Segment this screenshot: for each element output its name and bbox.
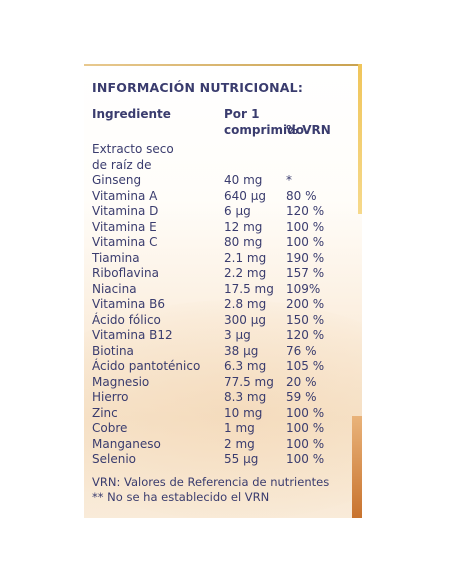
table-row: Selenio 55 µg 100 %	[84, 452, 362, 468]
ingredient-amount: 640 µg	[224, 188, 266, 203]
ingredient-amount: 2.8 mg	[224, 297, 267, 311]
ingredient-vrn: 120 %	[286, 204, 325, 218]
nutrition-label-panel: INFORMACIÓN NUTRICIONAL: Ingrediente Por…	[84, 64, 362, 518]
ingredient-vrn: 100 %	[286, 219, 325, 234]
ingredient-amount: 40 mg	[224, 173, 263, 187]
ingredient-name: Tiamina	[92, 250, 140, 265]
ingredient-amount: 6 µg	[224, 204, 251, 218]
ingredient-amount: 3 µg	[224, 328, 251, 342]
ingredient-amount: 2 mg	[224, 436, 255, 451]
ingredient-name: Niacina	[92, 281, 137, 296]
ingredient-vrn: 190 %	[286, 250, 325, 265]
ingredient-vrn: 59 %	[286, 390, 317, 404]
ingredient-amount: 1 mg	[224, 421, 255, 435]
intro-line: Extracto seco	[92, 142, 174, 156]
ingredient-vrn: 109%	[286, 281, 321, 296]
table-row: Vitamina A 640 µg 80 %	[84, 189, 362, 205]
ingredient-amount: 55 µg	[224, 452, 259, 466]
ingredient-vrn: 20 %	[286, 374, 317, 389]
decorative-edge-top	[358, 64, 362, 214]
ingredient-amount: 80 mg	[224, 235, 263, 249]
table-row: Cobre 1 mg 100 %	[84, 421, 362, 437]
ingredient-amount: 8.3 mg	[224, 390, 267, 404]
table-row: Niacina 17.5 mg 109%	[84, 282, 362, 298]
ingredient-vrn: 100 %	[286, 235, 325, 249]
ingredient-name: Vitamina C	[92, 235, 158, 249]
table-row: Ácido pantoténico 6.3 mg 105 %	[84, 359, 362, 375]
ingredient-vrn: 105 %	[286, 359, 325, 373]
ingredient-vrn: 76 %	[286, 343, 317, 358]
header-ingredient: Ingrediente	[92, 107, 171, 121]
ingredient-amount: 38 µg	[224, 343, 259, 358]
ingredient-name: Ácido pantoténico	[92, 359, 201, 373]
table-row: Vitamina B12 3 µg 120 %	[84, 328, 362, 344]
ingredient-vrn: 157 %	[286, 266, 325, 280]
ingredient-vrn: 200 %	[286, 297, 325, 311]
table-row: Vitamina E 12 mg 100 %	[84, 220, 362, 236]
ingredient-amount: 12 mg	[224, 219, 263, 234]
table-row: Hierro 8.3 mg 59 %	[84, 390, 362, 406]
table-row: Riboflavina 2.2 mg 157 %	[84, 266, 362, 282]
ingredient-name: Biotina	[92, 343, 134, 358]
ingredient-name: Magnesio	[92, 374, 150, 389]
ingredient-vrn: 100 %	[286, 436, 325, 451]
page-title: INFORMACIÓN NUTRICIONAL:	[92, 80, 304, 95]
table-row: Manganeso 2 mg 100 %	[84, 437, 362, 453]
ingredient-amount: 10 mg	[224, 405, 263, 420]
decorative-edge-bottom	[352, 416, 362, 518]
table-row: Vitamina B6 2.8 mg 200 %	[84, 297, 362, 313]
ingredient-name: Manganeso	[92, 436, 161, 451]
ingredient-name: Riboflavina	[92, 266, 159, 280]
table-row: Vitamina C 80 mg 100 %	[84, 235, 362, 251]
ingredient-amount: 77.5 mg	[224, 374, 274, 389]
ingredient-amount: 6.3 mg	[224, 359, 267, 373]
ingredient-amount: 300 µg	[224, 312, 266, 327]
ingredient-amount: 2.1 mg	[224, 250, 267, 265]
ingredient-vrn: 150 %	[286, 312, 325, 327]
ingredient-vrn: *	[286, 173, 292, 187]
table-row: Biotina 38 µg 76 %	[84, 344, 362, 360]
ingredient-name: Selenio	[92, 452, 136, 466]
ingredient-name: Vitamina A	[92, 188, 158, 203]
ingredient-name: Ginseng	[92, 173, 142, 187]
footnote-vrn: VRN: Valores de Referencia de nutrientes	[92, 475, 330, 489]
ingredient-name: Vitamina B6	[92, 297, 166, 311]
ingredient-vrn: 80 %	[286, 188, 317, 203]
ingredient-amount: 17.5 mg	[224, 281, 274, 296]
ingredient-name: Vitamina E	[92, 219, 157, 234]
table-row: Magnesio 77.5 mg 20 %	[84, 375, 362, 391]
nutrition-table: Ginseng 40 mg * Vitamina A 640 µg 80 % Vitamin…	[84, 173, 362, 468]
table-row: Tiamina 2.1 mg 190 %	[84, 251, 362, 267]
ingredient-name: Vitamina D	[92, 204, 159, 218]
ingredient-vrn: 100 %	[286, 452, 325, 466]
header-per-line1: Por 1	[224, 107, 260, 121]
header-vrn: % VRN	[286, 123, 331, 137]
ingredient-vrn: 120 %	[286, 328, 325, 342]
ingredient-name: Vitamina B12	[92, 328, 173, 342]
top-divider	[84, 64, 362, 66]
table-row: Zinc 10 mg 100 %	[84, 406, 362, 422]
table-row: Vitamina D 6 µg 120 %	[84, 204, 362, 220]
ingredient-intro: Extracto seco de raíz de	[92, 142, 222, 173]
decorative-curve	[84, 300, 362, 518]
header-per-line2: comprimido	[224, 123, 304, 137]
ingredient-name: Zinc	[92, 405, 118, 420]
ingredient-name: Ácido fólico	[92, 312, 161, 327]
ingredient-amount: 2.2 mg	[224, 266, 267, 280]
ingredient-name: Cobre	[92, 421, 128, 435]
footnote-not-established: ** No se ha establecido el VRN	[92, 490, 270, 504]
table-row: Ácido fólico 300 µg 150 %	[84, 313, 362, 329]
ingredient-name: Hierro	[92, 390, 129, 404]
table-row: Ginseng 40 mg *	[84, 173, 362, 189]
ingredient-vrn: 100 %	[286, 421, 325, 435]
intro-line: de raíz de	[92, 157, 152, 172]
footnotes: VRN: Valores de Referencia de nutrientes…	[92, 475, 329, 505]
ingredient-vrn: 100 %	[286, 405, 325, 420]
header-per-tablet: Por 1 comprimido	[224, 106, 304, 138]
